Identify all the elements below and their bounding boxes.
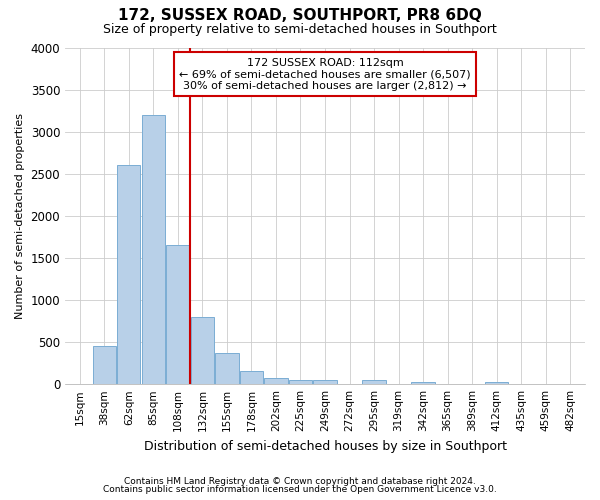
Bar [485,382,508,384]
Text: 172 SUSSEX ROAD: 112sqm
← 69% of semi-detached houses are smaller (6,507)
30% of: 172 SUSSEX ROAD: 112sqm ← 69% of semi-de… [179,58,471,91]
Y-axis label: Number of semi-detached properties: Number of semi-detached properties [15,113,25,319]
Bar [313,380,337,384]
X-axis label: Distribution of semi-detached houses by size in Southport: Distribution of semi-detached houses by … [143,440,506,452]
Bar [92,346,116,384]
Bar [412,382,435,384]
Text: Contains HM Land Registry data © Crown copyright and database right 2024.: Contains HM Land Registry data © Crown c… [124,477,476,486]
Bar [215,352,239,384]
Text: Contains public sector information licensed under the Open Government Licence v3: Contains public sector information licen… [103,485,497,494]
Text: 172, SUSSEX ROAD, SOUTHPORT, PR8 6DQ: 172, SUSSEX ROAD, SOUTHPORT, PR8 6DQ [118,8,482,22]
Bar [191,317,214,384]
Bar [265,378,287,384]
Bar [142,115,165,384]
Text: Size of property relative to semi-detached houses in Southport: Size of property relative to semi-detach… [103,22,497,36]
Bar [166,246,190,384]
Bar [289,380,312,384]
Bar [240,370,263,384]
Bar [362,380,386,384]
Bar [117,166,140,384]
